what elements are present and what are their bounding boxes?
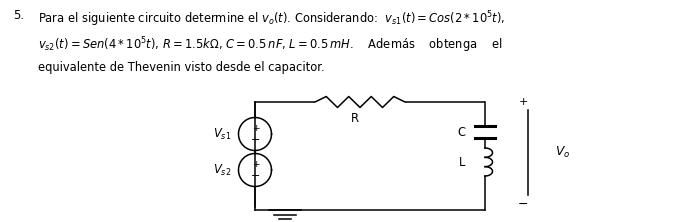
Text: −: − <box>251 135 260 145</box>
Text: +: + <box>252 160 260 169</box>
Text: $v_{s2}(t) = Sen(4 * 10^5 t)$, $R = 1.5k\Omega$, $C = 0.5\,nF$, $L = 0.5\,mH$.  : $v_{s2}(t) = Sen(4 * 10^5 t)$, $R = 1.5k… <box>38 35 503 55</box>
Text: 5.: 5. <box>13 9 24 22</box>
Text: −: − <box>251 170 260 180</box>
Text: $V_{s1}$: $V_{s1}$ <box>213 127 232 142</box>
Text: $V_{s2}$: $V_{s2}$ <box>213 163 232 178</box>
Text: $V_o$: $V_o$ <box>555 145 570 160</box>
Text: −: − <box>518 198 528 211</box>
Text: L: L <box>459 155 466 168</box>
Text: C: C <box>457 125 465 139</box>
Text: +: + <box>252 124 260 133</box>
Text: Para el siguiente circuito determine el $v_o(t)$. Considerando:  $v_{s1}(t) = Co: Para el siguiente circuito determine el … <box>38 9 505 29</box>
Text: +: + <box>518 97 528 107</box>
Text: equivalente de Thevenin visto desde el capacitor.: equivalente de Thevenin visto desde el c… <box>38 61 325 74</box>
Text: R: R <box>351 112 359 125</box>
